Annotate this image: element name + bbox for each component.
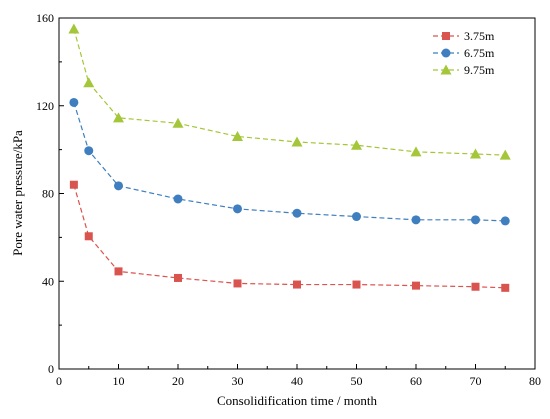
x-tick-label: 20 xyxy=(172,374,184,388)
legend-marker xyxy=(441,48,451,58)
data-point xyxy=(174,273,182,282)
legend-item: 3.75m xyxy=(433,29,495,43)
legend-marker xyxy=(440,64,452,75)
x-tick-label: 70 xyxy=(470,374,482,388)
data-point xyxy=(173,194,183,204)
data-point xyxy=(68,23,80,34)
series-1 xyxy=(69,97,510,226)
series-line xyxy=(73,102,506,222)
legend-label: 3.75m xyxy=(464,29,495,43)
data-point xyxy=(232,130,243,141)
legend-item: 6.75m xyxy=(433,46,495,60)
data-point xyxy=(501,283,510,292)
legend-item: 9.75m xyxy=(433,63,495,77)
data-point xyxy=(470,148,481,159)
x-tick-label: 30 xyxy=(232,374,244,388)
legend-marker xyxy=(442,32,450,40)
data-point xyxy=(412,281,420,290)
legend-label: 6.75m xyxy=(464,46,495,60)
legend-label: 9.75m xyxy=(464,63,495,77)
y-axis-title: Pore water pressure/kPa xyxy=(10,130,25,256)
legend: 3.75m 6.75m 9.75m xyxy=(433,29,495,77)
y-tick-label: 40 xyxy=(42,274,54,288)
data-point xyxy=(471,282,480,291)
x-tick-label: 0 xyxy=(56,374,62,388)
data-point xyxy=(84,232,93,241)
data-point xyxy=(292,208,302,218)
data-point xyxy=(410,146,422,157)
x-tick-label: 50 xyxy=(351,374,363,388)
y-tick-label: 160 xyxy=(36,11,54,25)
x-axis: 0 10 20 30 40 50 60 70 80 xyxy=(56,364,541,388)
x-tick-label: 40 xyxy=(291,374,303,388)
data-point xyxy=(352,280,361,289)
y-tick-label: 120 xyxy=(36,99,54,113)
y-tick-label: 80 xyxy=(42,187,54,201)
data-point xyxy=(291,136,303,147)
y-tick-label: 0 xyxy=(48,362,54,376)
data-point xyxy=(69,97,79,107)
data-point xyxy=(293,280,301,289)
series-layer xyxy=(68,23,511,292)
data-point xyxy=(114,181,123,191)
x-tick-label: 60 xyxy=(410,374,422,388)
data-point xyxy=(113,112,124,123)
data-point xyxy=(69,180,78,189)
series-line xyxy=(73,184,506,289)
data-point xyxy=(83,77,95,88)
y-axis: 0 40 80 120 160 xyxy=(36,11,64,376)
data-point xyxy=(411,215,421,225)
data-point xyxy=(114,267,123,276)
x-axis-title: Consolidification time / month xyxy=(217,393,377,408)
series-2 xyxy=(68,23,511,160)
series-line xyxy=(73,28,506,156)
data-point xyxy=(351,139,362,150)
data-point xyxy=(471,215,480,225)
data-point xyxy=(499,149,511,160)
data-point xyxy=(500,216,510,226)
x-tick-label: 10 xyxy=(113,374,125,388)
data-point xyxy=(84,146,94,156)
series-0 xyxy=(69,180,510,292)
data-point xyxy=(352,212,361,222)
data-point xyxy=(233,279,242,288)
data-point xyxy=(172,117,184,128)
data-point xyxy=(233,204,242,214)
x-tick-label: 80 xyxy=(529,374,541,388)
